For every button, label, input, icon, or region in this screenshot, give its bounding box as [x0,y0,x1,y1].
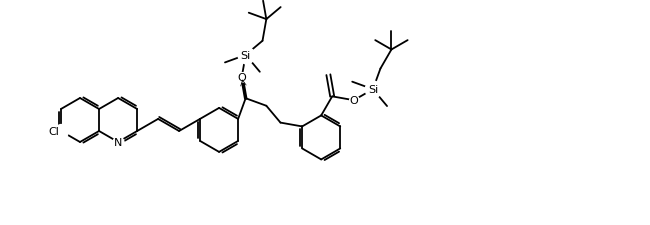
Text: O: O [350,96,358,106]
Text: O: O [237,72,246,82]
Text: Si: Si [240,51,251,61]
Text: N: N [113,138,122,148]
Text: Cl: Cl [48,126,59,136]
Text: N: N [114,137,122,147]
Text: Si: Si [368,85,378,95]
